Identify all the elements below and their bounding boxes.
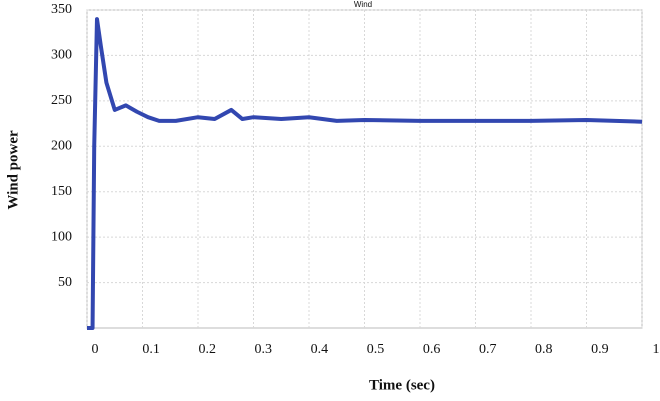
x-tick-label: 0.9	[591, 342, 609, 357]
x-tick-label: 1	[653, 342, 660, 357]
x-tick-label: 0.6	[423, 342, 441, 357]
y-tick-label: 300	[51, 48, 72, 63]
chart-title: Wind	[354, 0, 372, 9]
y-tick-label: 350	[51, 2, 72, 17]
y-tick-label: 200	[51, 139, 72, 154]
x-tick-label: 0.2	[198, 342, 216, 357]
y-tick-label: 150	[51, 184, 72, 199]
x-tick-label: 0.1	[142, 342, 160, 357]
x-tick-label: 0.8	[535, 342, 553, 357]
x-tick-label: 0.3	[255, 342, 273, 357]
x-axis-label: Time (sec)	[369, 377, 435, 393]
data-line	[87, 17, 643, 330]
y-tick-label: 50	[58, 275, 72, 290]
y-tick-label: 250	[51, 93, 72, 108]
y-tick-label: 100	[51, 229, 72, 244]
y-axis-label: Wind power	[5, 130, 21, 210]
x-tick-label: 0	[92, 342, 99, 357]
plot-frame	[86, 9, 643, 329]
x-tick-label: 0.4	[311, 342, 329, 357]
x-tick-label: 0.7	[479, 342, 497, 357]
x-tick-label: 0.5	[367, 342, 385, 357]
